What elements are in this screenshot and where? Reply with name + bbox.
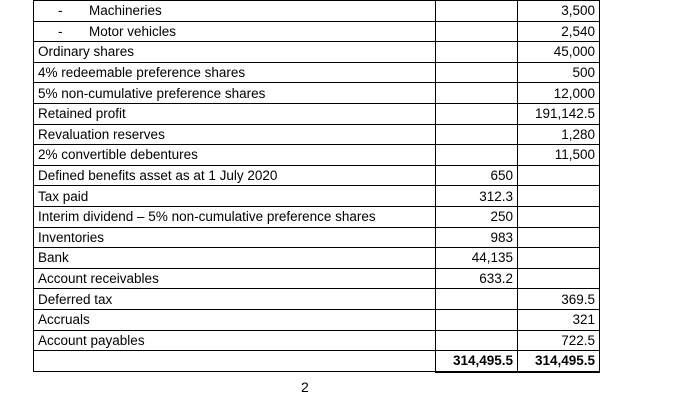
table-row: 2% convertible debentures 11,500 <box>33 144 600 166</box>
credit-total-cell: 314,495.5 <box>517 350 600 373</box>
credit-cell: 191,142.5 <box>517 102 600 125</box>
debit-cell: 312.3 <box>435 185 518 207</box>
table-row: Ordinary shares 45,000 <box>33 41 600 63</box>
credit-cell: 12,000 <box>517 82 600 104</box>
credit-cell: 11,500 <box>517 144 600 166</box>
trial-balance-body: - Machineries 3,500- Motor vehicles 2,540 Ord… <box>33 0 600 373</box>
credit-cell <box>517 247 600 269</box>
debit-cell: 250 <box>435 205 518 228</box>
table-row: Account payables 722.5 <box>33 329 600 352</box>
table-row: 4% redeemable preference shares 500 <box>33 61 600 84</box>
credit-cell <box>517 205 600 228</box>
debit-cell: 633.2 <box>435 267 518 290</box>
debit-cell: 44,135 <box>435 247 518 269</box>
account-name-cell: 4% redeemable preference shares <box>33 61 436 84</box>
table-row: Account receivables 633.2 <box>33 267 600 290</box>
debit-cell <box>435 144 518 166</box>
account-name-cell: Inventories <box>33 226 436 249</box>
account-name-cell: Tax paid <box>33 185 436 207</box>
debit-cell <box>435 288 518 310</box>
table-row: 5% non-cumulative preference shares 12,00… <box>33 82 600 104</box>
debit-cell <box>435 82 518 104</box>
table-row: Deferred tax 369.5 <box>33 288 600 310</box>
debit-cell <box>435 123 518 146</box>
account-name-cell: - Motor vehicles <box>33 20 436 43</box>
account-name: Motor vehicles <box>89 23 177 39</box>
totals-label-cell <box>33 350 436 373</box>
account-name-cell: Defined benefits asset as at 1 July 2020 <box>33 164 436 187</box>
account-name-cell: Retained profit <box>33 102 436 125</box>
credit-cell: 2,540 <box>517 20 600 43</box>
totals-row: 314,495.5 314,495.5 <box>33 350 600 373</box>
account-name-cell: Deferred tax <box>33 288 436 310</box>
account-name-cell: Account payables <box>33 329 436 352</box>
credit-cell <box>517 267 600 290</box>
table-row: Retained profit 191,142.5 <box>33 102 600 125</box>
debit-cell <box>435 0 518 22</box>
debit-cell <box>435 41 518 63</box>
credit-cell <box>517 185 600 207</box>
account-name: Machineries <box>89 3 162 19</box>
debit-cell <box>435 102 518 125</box>
account-name-cell: Accruals <box>33 308 436 331</box>
account-name-cell: Revaluation reserves <box>33 123 436 146</box>
table-row: - Motor vehicles 2,540 <box>33 20 600 43</box>
page-number: 2 <box>301 379 309 395</box>
account-name-cell: Interim dividend – 5% non-cumulative pre… <box>33 205 436 228</box>
bullet-dash: - <box>58 23 63 39</box>
table-row: Revaluation reserves 1,280 <box>33 123 600 146</box>
debit-cell <box>435 20 518 43</box>
debit-cell <box>435 329 518 352</box>
table-row: Bank 44,135 <box>33 247 600 269</box>
debit-cell <box>435 61 518 84</box>
debit-cell: 983 <box>435 226 518 249</box>
account-name-cell: Account receivables <box>33 267 436 290</box>
debit-cell: 650 <box>435 164 518 187</box>
credit-cell: 3,500 <box>517 0 600 22</box>
account-name-cell: Bank <box>33 247 436 269</box>
bullet-dash: - <box>58 3 63 18</box>
table-row: Tax paid 312.3 <box>33 185 600 207</box>
trial-balance-table: - Machineries 3,500- Motor vehicles 2,540 Ord… <box>33 0 600 373</box>
table-row: Inventories 983 <box>33 226 600 249</box>
debit-cell <box>435 308 518 331</box>
account-name-cell: 2% convertible debentures <box>33 144 436 166</box>
debit-total-cell: 314,495.5 <box>435 350 518 373</box>
credit-cell: 500 <box>517 61 600 84</box>
account-name-cell: - Machineries <box>33 0 436 22</box>
account-name-cell: 5% non-cumulative preference shares <box>33 82 436 104</box>
account-name-cell: Ordinary shares <box>33 41 436 63</box>
table-row: - Machineries 3,500 <box>33 0 600 22</box>
table-row: Accruals 321 <box>33 308 600 331</box>
credit-cell: 369.5 <box>517 288 600 310</box>
credit-cell: 321 <box>517 308 600 331</box>
table-row: Defined benefits asset as at 1 July 2020… <box>33 164 600 187</box>
credit-cell: 45,000 <box>517 41 600 63</box>
table-row: Interim dividend – 5% non-cumulative pre… <box>33 205 600 228</box>
credit-cell: 722.5 <box>517 329 600 352</box>
credit-cell <box>517 226 600 249</box>
credit-cell: 1,280 <box>517 123 600 146</box>
credit-cell <box>517 164 600 187</box>
